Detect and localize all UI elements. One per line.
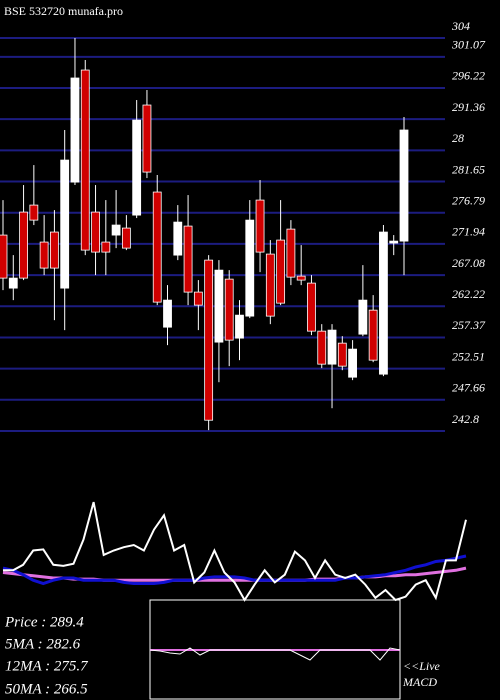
info-text: 5MA : 282.6 — [5, 636, 81, 652]
y-tick-label: 296.22 — [452, 69, 485, 83]
candle-body — [121, 227, 131, 249]
candle-body — [214, 269, 224, 343]
candle-body — [80, 69, 90, 251]
candle-body — [307, 282, 316, 332]
candle-body — [101, 241, 111, 253]
y-tick-label: 304 — [451, 19, 470, 33]
info-text: 12MA : 275.7 — [5, 658, 89, 674]
chart-title: BSE 532720 munafa.pro — [4, 4, 123, 18]
candle-body — [8, 277, 18, 289]
candle-body — [0, 234, 8, 279]
candle-body — [163, 299, 172, 328]
candle-body — [173, 221, 183, 256]
candle-body — [29, 204, 39, 221]
candle-body — [348, 348, 357, 378]
candle-body — [327, 329, 337, 365]
candle-body — [389, 240, 399, 244]
candle-body — [60, 159, 70, 289]
y-tick-label: 276.79 — [452, 193, 485, 207]
candle-body — [19, 211, 28, 279]
y-tick-label: 301.07 — [451, 38, 486, 52]
candle-body — [296, 275, 306, 281]
candle-body — [204, 259, 214, 421]
candle-body — [286, 228, 296, 278]
candle-body — [358, 299, 368, 335]
y-tick-label: 291.36 — [452, 100, 485, 114]
annotation: <<Live — [403, 659, 441, 673]
candle-body — [265, 253, 275, 317]
info-text: Price : 289.4 — [4, 614, 84, 630]
y-tick-label: 252.51 — [452, 349, 485, 363]
indicator-line — [149, 647, 401, 661]
candle-body — [224, 278, 234, 341]
y-tick-label: 262.22 — [452, 287, 485, 301]
candle-body — [255, 199, 265, 253]
candle-body — [337, 342, 347, 367]
indicator-line — [2, 554, 467, 586]
candle-body — [111, 224, 121, 236]
y-tick-label: 242.8 — [452, 412, 479, 426]
candle-body — [39, 241, 49, 269]
candle-body — [368, 309, 378, 361]
candle-body — [70, 77, 80, 183]
candle-body — [235, 314, 244, 339]
y-tick-label: 257.37 — [452, 318, 486, 332]
candle-body — [142, 104, 152, 173]
candle-body — [276, 239, 286, 304]
candle-body — [399, 129, 409, 242]
candle-body — [183, 225, 193, 293]
y-tick-label: 271.94 — [452, 225, 485, 239]
candle-body — [317, 330, 327, 365]
y-tick-label: 28 — [452, 131, 464, 145]
indicator-line — [3, 501, 467, 602]
annotation: MACD — [402, 675, 437, 689]
candle-body — [132, 119, 142, 216]
y-tick-label: 281.65 — [452, 162, 485, 176]
candle-body — [193, 291, 203, 306]
candle-body — [379, 231, 388, 375]
info-text: 50MA : 266.5 — [5, 681, 88, 697]
candle-body — [50, 231, 59, 269]
y-tick-label: 247.66 — [452, 381, 485, 395]
candle-body — [152, 191, 162, 303]
y-tick-label: 267.08 — [452, 256, 485, 270]
candle-body — [245, 219, 255, 317]
candle-body — [91, 211, 100, 253]
